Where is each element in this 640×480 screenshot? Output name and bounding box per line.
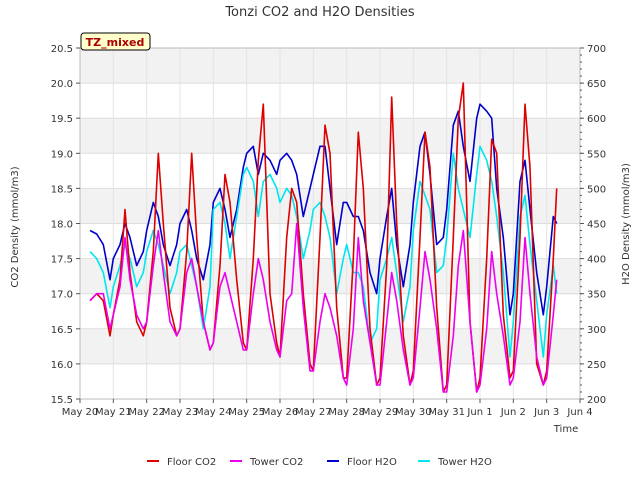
y-left-tick-label: 20.5 [51,44,73,55]
plot-bands [80,48,580,364]
legend-label-tower-h2o: Tower H2O [437,457,492,468]
plot-band [80,118,580,154]
x-tick-label: Jun 1 [466,407,492,418]
x-tick-label: Jun 2 [500,407,526,418]
y-right-tick-label: 400 [587,255,606,266]
x-tick-label: May 21 [95,407,132,418]
y-left-tick-label: 20.0 [51,79,73,90]
plot-band [80,328,580,364]
x-tick-label: May 29 [362,407,399,418]
site-badge-label: TZ_mixed [86,36,145,49]
x-tick-label: May 27 [295,407,332,418]
x-tick-label: Jun 4 [566,407,592,418]
y-right-tick-label: 250 [587,360,606,371]
x-tick-label: May 20 [62,407,99,418]
chart-title: Tonzi CO2 and H2O Densities [224,5,415,20]
y-right-tick-label: 450 [587,220,606,231]
series-line-tower-co2 [89,222,558,393]
series-line-floor-co2 [89,82,558,393]
x-tick-label: May 31 [428,407,465,418]
legend-label-floor-h2o: Floor H2O [347,457,397,468]
site-badge-box [80,32,151,51]
legend-label-floor-co2: Floor CO2 [167,457,216,468]
series-layer [89,82,558,393]
series-line-tower-h2o [89,145,558,358]
x-tick-label: Jun 3 [533,407,559,418]
legend: Floor CO2 Tower CO2 Floor H2O Tower H2O [147,457,492,468]
y-left-tick-label: 19.5 [51,114,73,125]
y-left-tick-label: 18.5 [51,184,73,195]
x-tick-label: May 25 [228,407,265,418]
left-axis: 15.5 16.0 16.5 17.0 17.5 18.0 18.5 19.0 19.5 20.0… [51,44,80,406]
y-right-tick-label: 650 [587,79,606,90]
x-axis-label: Time [553,424,578,435]
y-right-tick-label: 500 [587,184,606,195]
y-right-tick-label: 350 [587,290,606,301]
y-axis-left-label: CO2 Density (mmol/m3) [10,166,21,287]
y-axis-right-label: H2O Density (mmol/m3) [621,163,632,285]
y-left-tick-label: 16.0 [51,360,73,371]
y-left-tick-label: 19.0 [51,149,73,160]
plot-band [80,48,580,84]
right-axis: 200 250 300 350 400 450 500 550 600 650 700 [580,44,606,406]
y-left-tick-label: 16.5 [51,325,73,336]
x-tick-label: May 22 [128,407,165,418]
y-right-tick-label: 300 [587,325,606,336]
y-right-tick-label: 550 [587,149,606,160]
y-left-tick-label: 17.0 [51,290,73,301]
x-tick-label: May 28 [328,407,365,418]
series-line-floor-h2o [89,103,558,316]
y-left-tick-label: 15.5 [51,395,73,406]
x-tick-label: May 23 [162,407,199,418]
x-tick-label: May 24 [195,407,232,418]
legend-label-tower-co2: Tower CO2 [249,457,303,468]
x-tick-label: May 30 [395,407,432,418]
y-right-tick-label: 600 [587,114,606,125]
y-right-tick-label: 700 [587,44,606,55]
y-left-tick-label: 18.0 [51,220,73,231]
y-right-tick-label: 200 [587,395,606,406]
y-left-tick-label: 17.5 [51,255,73,266]
x-tick-label: May 26 [262,407,299,418]
site-badge: TZ_mixed [80,32,151,51]
